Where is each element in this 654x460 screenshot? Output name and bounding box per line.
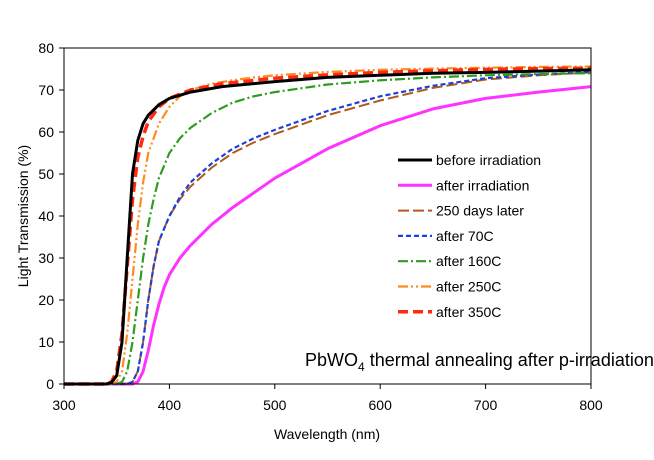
- series-line-after-70c: [64, 70, 592, 386]
- y-tick-label: 50: [38, 166, 54, 182]
- y-tick-label: 60: [38, 124, 54, 140]
- x-axis-title: Wavelength (nm): [274, 426, 380, 442]
- series-layer: [64, 65, 592, 386]
- y-tick-label: 0: [46, 376, 54, 392]
- legend-label: after 250C: [436, 279, 501, 295]
- legend-label: after 350C: [436, 304, 501, 320]
- x-tick-label: 500: [263, 397, 287, 413]
- series-line-after-irradiation: [64, 85, 592, 386]
- y-tick-label: 10: [38, 334, 54, 350]
- x-axis-ticks: 300 400 500 600 700 800: [52, 384, 603, 413]
- x-tick-label: 300: [52, 397, 76, 413]
- legend: before irradiation after irradiation 250 d…: [398, 152, 541, 320]
- y-tick-label: 40: [38, 208, 54, 224]
- x-tick-label: 700: [474, 397, 498, 413]
- legend-label: 250 days later: [436, 203, 524, 219]
- x-tick-label: 400: [158, 397, 182, 413]
- x-tick-label: 600: [369, 397, 393, 413]
- annotation-prefix: PbWO: [305, 350, 358, 370]
- legend-label: after irradiation: [436, 177, 529, 193]
- series-line-after-160c: [64, 72, 592, 386]
- legend-label: after 160C: [436, 253, 501, 269]
- y-tick-label: 30: [38, 250, 54, 266]
- series-line-before-irradiation: [64, 68, 592, 386]
- y-axis-title: Light Transmission (%): [15, 145, 31, 287]
- y-axis-ticks: 0 10 20 30 40 50 60 70 80: [38, 40, 64, 392]
- y-tick-label: 70: [38, 82, 54, 98]
- y-tick-label: 20: [38, 292, 54, 308]
- legend-label: after 70C: [436, 228, 494, 244]
- annotation-subscript: 4: [358, 360, 365, 374]
- legend-label: before irradiation: [436, 152, 541, 168]
- x-tick-label: 800: [579, 397, 603, 413]
- annotation-suffix: thermal annealing after p-irradiation: [365, 350, 654, 370]
- y-tick-label: 80: [38, 40, 54, 56]
- chart-annotation: PbWO4 thermal annealing after p-irradiat…: [305, 350, 654, 374]
